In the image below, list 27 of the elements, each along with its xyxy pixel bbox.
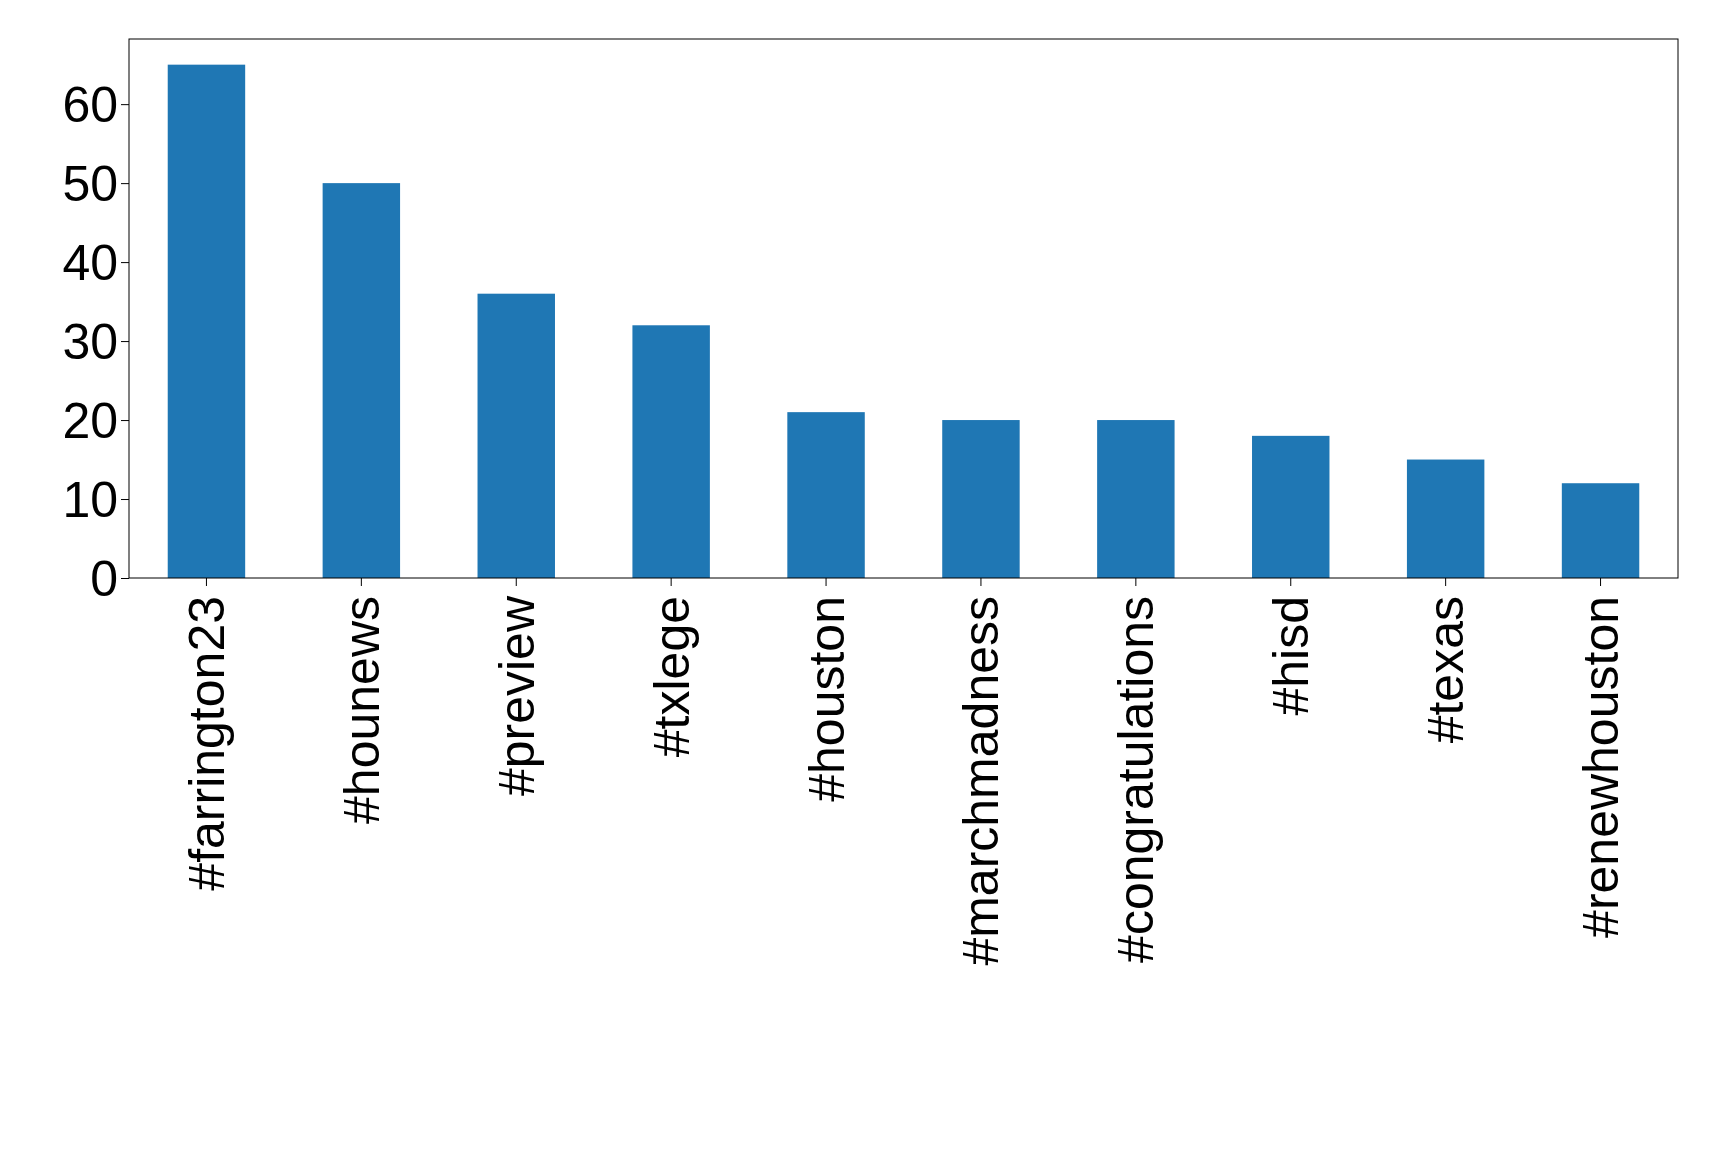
x-tick-label: #congratulations [1108, 596, 1165, 963]
x-tick-label: #hounews [333, 596, 390, 824]
x-tick-label: #preview [488, 595, 545, 797]
x-tick-label: #texas [1418, 596, 1475, 744]
x-tick-label: #txlege [643, 596, 700, 758]
y-tick-label: 50 [62, 156, 118, 213]
y-tick-label: 0 [90, 551, 118, 607]
x-tick-label: #houston [798, 596, 855, 802]
bar [787, 412, 865, 578]
x-tick-label: #renewhouston [1573, 596, 1630, 938]
x-tick-label: #farrington23 [178, 596, 235, 891]
y-tick-label: 60 [62, 77, 118, 134]
bar [1252, 435, 1330, 578]
x-tick-label: #hisd [1263, 596, 1320, 716]
x-tick-label: #marchmadness [953, 596, 1010, 966]
bar [942, 420, 1020, 578]
y-tick-label: 40 [62, 235, 118, 292]
bar [167, 64, 246, 578]
y-tick-label: 20 [62, 393, 118, 450]
y-tick-label: 30 [62, 314, 118, 371]
bar [632, 325, 710, 578]
bar [477, 293, 555, 578]
bar [1561, 483, 1640, 578]
bar [1406, 459, 1485, 578]
y-tick-label: 10 [62, 472, 118, 529]
bar [322, 183, 401, 578]
bar [1097, 420, 1175, 578]
